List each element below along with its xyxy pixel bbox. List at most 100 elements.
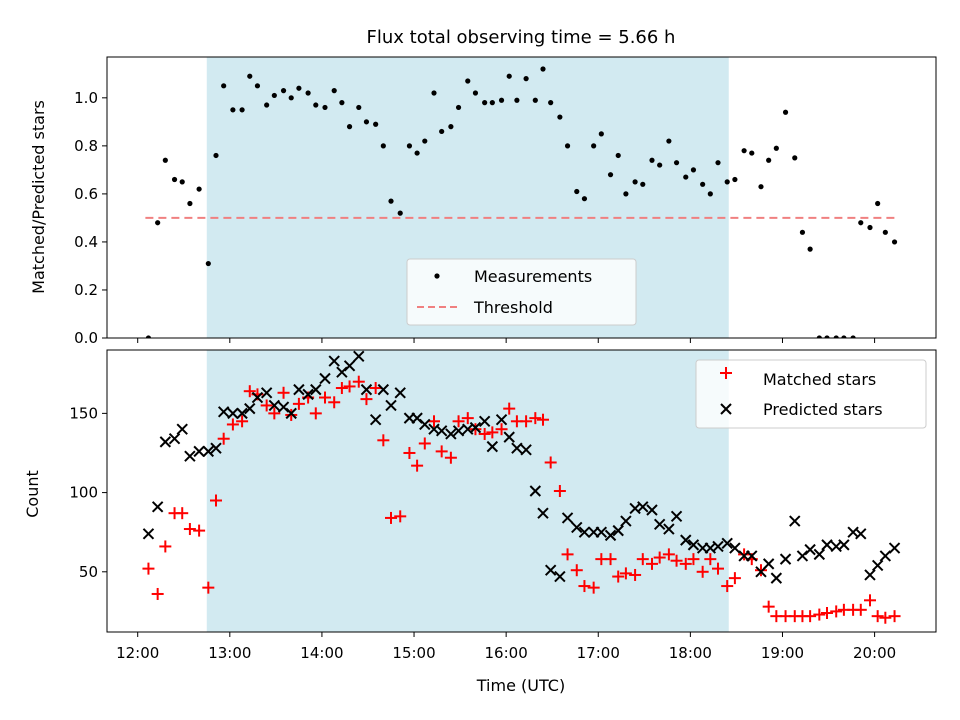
measurement-point <box>397 210 403 216</box>
predicted-star-point <box>435 425 448 437</box>
measurement-point <box>331 88 337 94</box>
measurement-point <box>715 160 721 166</box>
measurement-point <box>498 97 505 103</box>
measurement-point <box>799 229 806 235</box>
matched-star-point <box>292 397 305 410</box>
predicted-star-point <box>168 433 181 445</box>
predicted-star-point <box>369 414 382 426</box>
predicted-star-point <box>721 537 733 549</box>
matched-star-point <box>260 399 273 412</box>
predicted-star-point <box>687 539 700 551</box>
legend-threshold-label: Threshold <box>473 298 553 317</box>
predicted-star-point <box>680 534 692 546</box>
predicted-star-point <box>529 485 542 497</box>
x-axis-label: Time (UTC) <box>476 676 565 695</box>
measurement-point <box>439 128 445 135</box>
measurement-point <box>564 143 571 149</box>
measurement-point <box>766 157 772 163</box>
x-tick-label: 14:00 <box>300 644 343 662</box>
predicted-star-point <box>646 504 658 516</box>
measurement-point <box>465 78 471 84</box>
predicted-star-point <box>445 428 457 440</box>
measurement-point <box>607 172 614 178</box>
measurement-point <box>598 131 604 137</box>
predicted-star-point <box>217 406 230 418</box>
matched-star-point <box>679 557 692 570</box>
predicted-star-point <box>871 559 884 572</box>
matched-star-point <box>385 511 398 524</box>
predicted-star-point <box>268 399 281 412</box>
matched-star-point <box>217 432 230 445</box>
measurement-point <box>196 186 202 192</box>
x-tick-label: 20:00 <box>853 644 896 662</box>
matched-star-point <box>888 610 901 623</box>
measurement-point <box>875 200 881 207</box>
matched-star-point <box>529 412 542 425</box>
matched-star-point <box>696 565 709 578</box>
measurement-point <box>145 335 152 338</box>
measurement-point <box>305 90 311 96</box>
predicted-star-point <box>377 383 390 396</box>
matched-star-point <box>478 427 491 440</box>
measurement-point <box>280 88 287 94</box>
matched-star-point <box>830 605 843 618</box>
matched-star-point <box>202 581 215 594</box>
measurement-point <box>657 162 663 168</box>
measurement-point <box>574 188 580 195</box>
measurement-point <box>782 109 789 115</box>
predicted-star-point <box>236 407 248 420</box>
predicted-star-point <box>251 391 264 404</box>
matched-star-point <box>578 580 591 593</box>
predicted-star-point <box>202 445 215 458</box>
matched-star-point <box>427 415 440 428</box>
bottom-legend: Matched stars Predicted stars <box>695 359 927 429</box>
matched-star-point <box>176 507 189 520</box>
matched-star-point <box>503 402 516 415</box>
measurement-point <box>591 143 597 149</box>
matched-star-point <box>804 610 817 623</box>
measurement-point <box>380 143 386 149</box>
legend-measurements-label: Measurements <box>474 267 592 286</box>
top-y-tick-label: 0.4 <box>74 233 98 251</box>
measurement-point <box>482 100 488 106</box>
predicted-star-point <box>779 553 792 565</box>
matched-star-point <box>377 434 390 447</box>
predicted-star-point <box>888 542 901 554</box>
measurement-point <box>179 179 185 185</box>
measurement-point <box>239 107 245 113</box>
matched-star-point <box>151 587 164 600</box>
measurement-point <box>472 90 479 96</box>
matched-star-point <box>762 600 775 613</box>
measurement-point <box>632 179 638 185</box>
figure-title: Flux total observing time = 5.66 h <box>367 27 676 48</box>
matched-star-point <box>309 407 322 420</box>
predicted-star-point <box>486 440 499 453</box>
top-y-tick-label: 1.0 <box>74 89 98 107</box>
measurement-point <box>489 100 495 106</box>
predicted-star-point <box>511 442 523 454</box>
legend-predicted-label: Predicted stars <box>763 400 883 419</box>
measurement-point <box>724 179 730 185</box>
matched-star-point <box>461 412 474 425</box>
measurement-point <box>230 107 236 113</box>
predicted-star-point <box>360 383 373 396</box>
measurement-point <box>455 104 462 111</box>
measurement-point <box>373 121 379 127</box>
measurement-point <box>506 73 512 79</box>
measurement-point <box>841 335 847 338</box>
matched-star-point <box>813 608 826 621</box>
predicted-star-point <box>452 425 465 437</box>
matched-star-point <box>728 572 741 585</box>
top-panel: 0.0 0.2 0.4 0.6 0.8 1.0 Matched/Predicted sta… <box>29 56 937 347</box>
measurement-point <box>741 148 747 154</box>
matched-star-point <box>444 451 457 464</box>
measurement-point <box>891 239 898 245</box>
matched-star-point <box>285 408 298 421</box>
matched-star-point <box>486 426 499 439</box>
measurement-point <box>339 100 345 106</box>
measurement-point <box>431 90 437 96</box>
matched-star-point <box>587 581 600 594</box>
measurement-point <box>296 85 302 91</box>
predicted-star-point <box>419 418 431 431</box>
